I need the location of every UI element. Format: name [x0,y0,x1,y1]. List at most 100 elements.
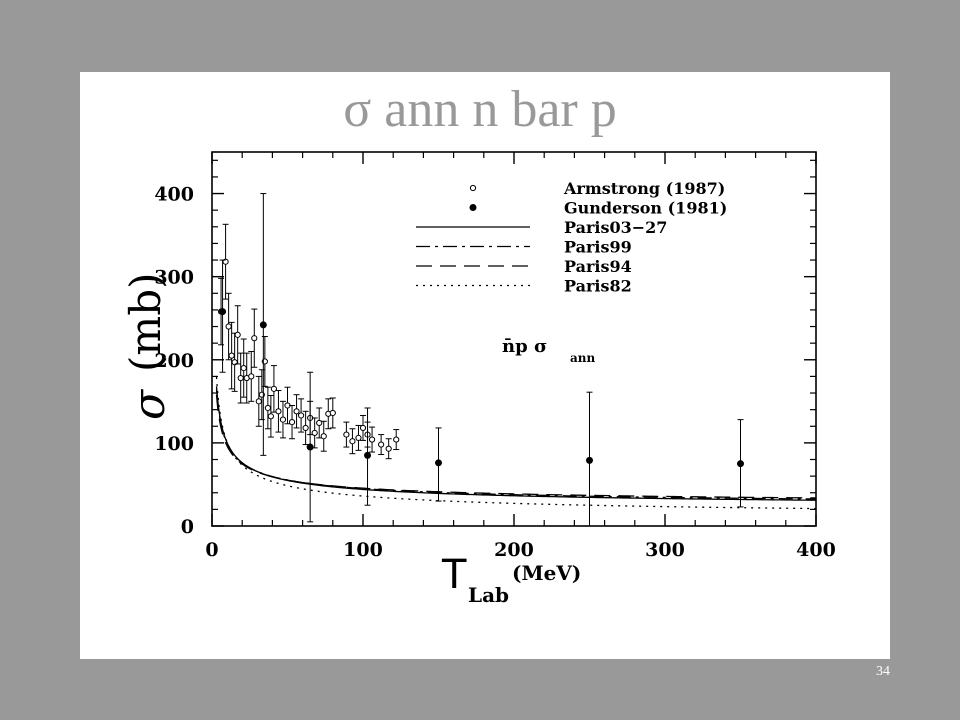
marker [251,335,258,342]
x-tick-label: 300 [645,539,685,561]
open-circle-point [393,429,400,451]
open-circle-point [261,336,268,387]
open-circle-point [302,410,309,446]
open-circle-point [293,394,300,429]
y-tick-label: 300 [154,267,194,289]
legend-label: Gunderson (1981) [564,199,727,218]
x-axis-unit: (MeV) [512,561,581,585]
legend-label: Paris82 [564,277,632,296]
marker [385,445,392,452]
marker [302,424,309,432]
slide-panel [80,72,890,659]
open-circle-point [368,426,376,453]
marker [288,419,296,426]
marker [237,374,244,382]
legend-item: Paris99 [416,238,632,257]
marker [234,331,241,338]
open-circle-point [378,434,385,456]
filled-circle-point [259,193,267,456]
marker [259,321,267,329]
chart-legend: Armstrong (1987)Gunderson (1981)Paris03−… [416,179,727,296]
slide-number: 34 [876,664,890,679]
legend-label: Paris94 [564,257,632,276]
marker [225,323,232,330]
open-circle-point [267,395,274,438]
x-tick-label: 200 [494,539,534,561]
marker [267,413,274,420]
slide-title: σ ann n bar p [343,81,617,138]
y-tick-label: 0 [181,516,194,538]
marker [255,398,262,405]
filled-circle-point [306,371,314,523]
open-circle-point [275,390,282,433]
filled-circle-point [219,259,227,373]
marker [368,436,376,443]
axis-tick-labels: 0 100 200 300 400 0 100 200 300 400 [154,184,836,561]
marker [435,459,442,467]
marker [264,404,271,412]
open-circle-point [222,223,229,300]
open-circle-point [316,407,323,439]
y-axis-symbol: σ [124,388,175,420]
marker [270,385,278,392]
annotation-label: n̄p σ [502,336,547,357]
curve-long-dash [215,394,816,499]
marker [378,441,385,448]
open-circle-point [385,438,392,460]
open-circle-point [355,424,362,451]
marker [293,408,300,415]
legend-label: Paris99 [564,238,632,257]
open-circle-point [255,375,262,427]
marker [349,438,356,445]
curve-dotted [215,377,816,510]
marker [311,429,318,437]
filled-circle-point [737,419,744,508]
open-circle-point [297,398,305,433]
legend-item: Armstrong (1987) [469,179,725,198]
marker [219,308,227,316]
open-circle-point [225,292,232,361]
data-points [217,193,744,527]
filled-circle-point [435,427,442,502]
marker [586,456,593,464]
marker [364,451,372,459]
marker [240,364,247,372]
legend-item: Paris94 [416,257,632,276]
open-circle-point [240,338,247,398]
marker [329,409,336,417]
open-circle-point [234,305,241,365]
y-tick-label: 400 [154,184,194,206]
open-circle-point [279,400,287,439]
open-circle-point [288,404,296,440]
marker [275,408,282,415]
x-tick-label: 0 [205,539,218,561]
filled-circle-point [364,407,372,506]
marker [737,460,744,468]
marker [343,431,350,438]
legend-item: Gunderson (1981) [469,199,727,218]
y-tick-label: 100 [154,433,194,455]
annotation-subscript: ann [570,351,596,365]
marker [393,436,400,443]
open-circle-point [231,332,238,392]
legend-item: Paris82 [416,277,632,296]
marker [316,419,323,427]
x-tick-label: 100 [343,539,383,561]
open-circle-point [264,386,271,430]
marker [297,412,305,419]
open-circle-point [325,398,332,430]
marker [359,424,367,432]
filled-circle-point [586,391,593,527]
marker [279,416,287,423]
marker [248,373,255,380]
marker [320,433,327,440]
legend-item: Paris03−27 [416,218,667,237]
x-axis-symbol: T [441,552,467,598]
x-tick-label: 400 [796,539,836,561]
marker [306,443,314,451]
y-axis-unit: (mb) [121,273,170,372]
legend-label: Armstrong (1987) [563,179,725,198]
open-circle-point [343,421,350,448]
marker [228,352,235,359]
open-circle-point [248,350,255,402]
